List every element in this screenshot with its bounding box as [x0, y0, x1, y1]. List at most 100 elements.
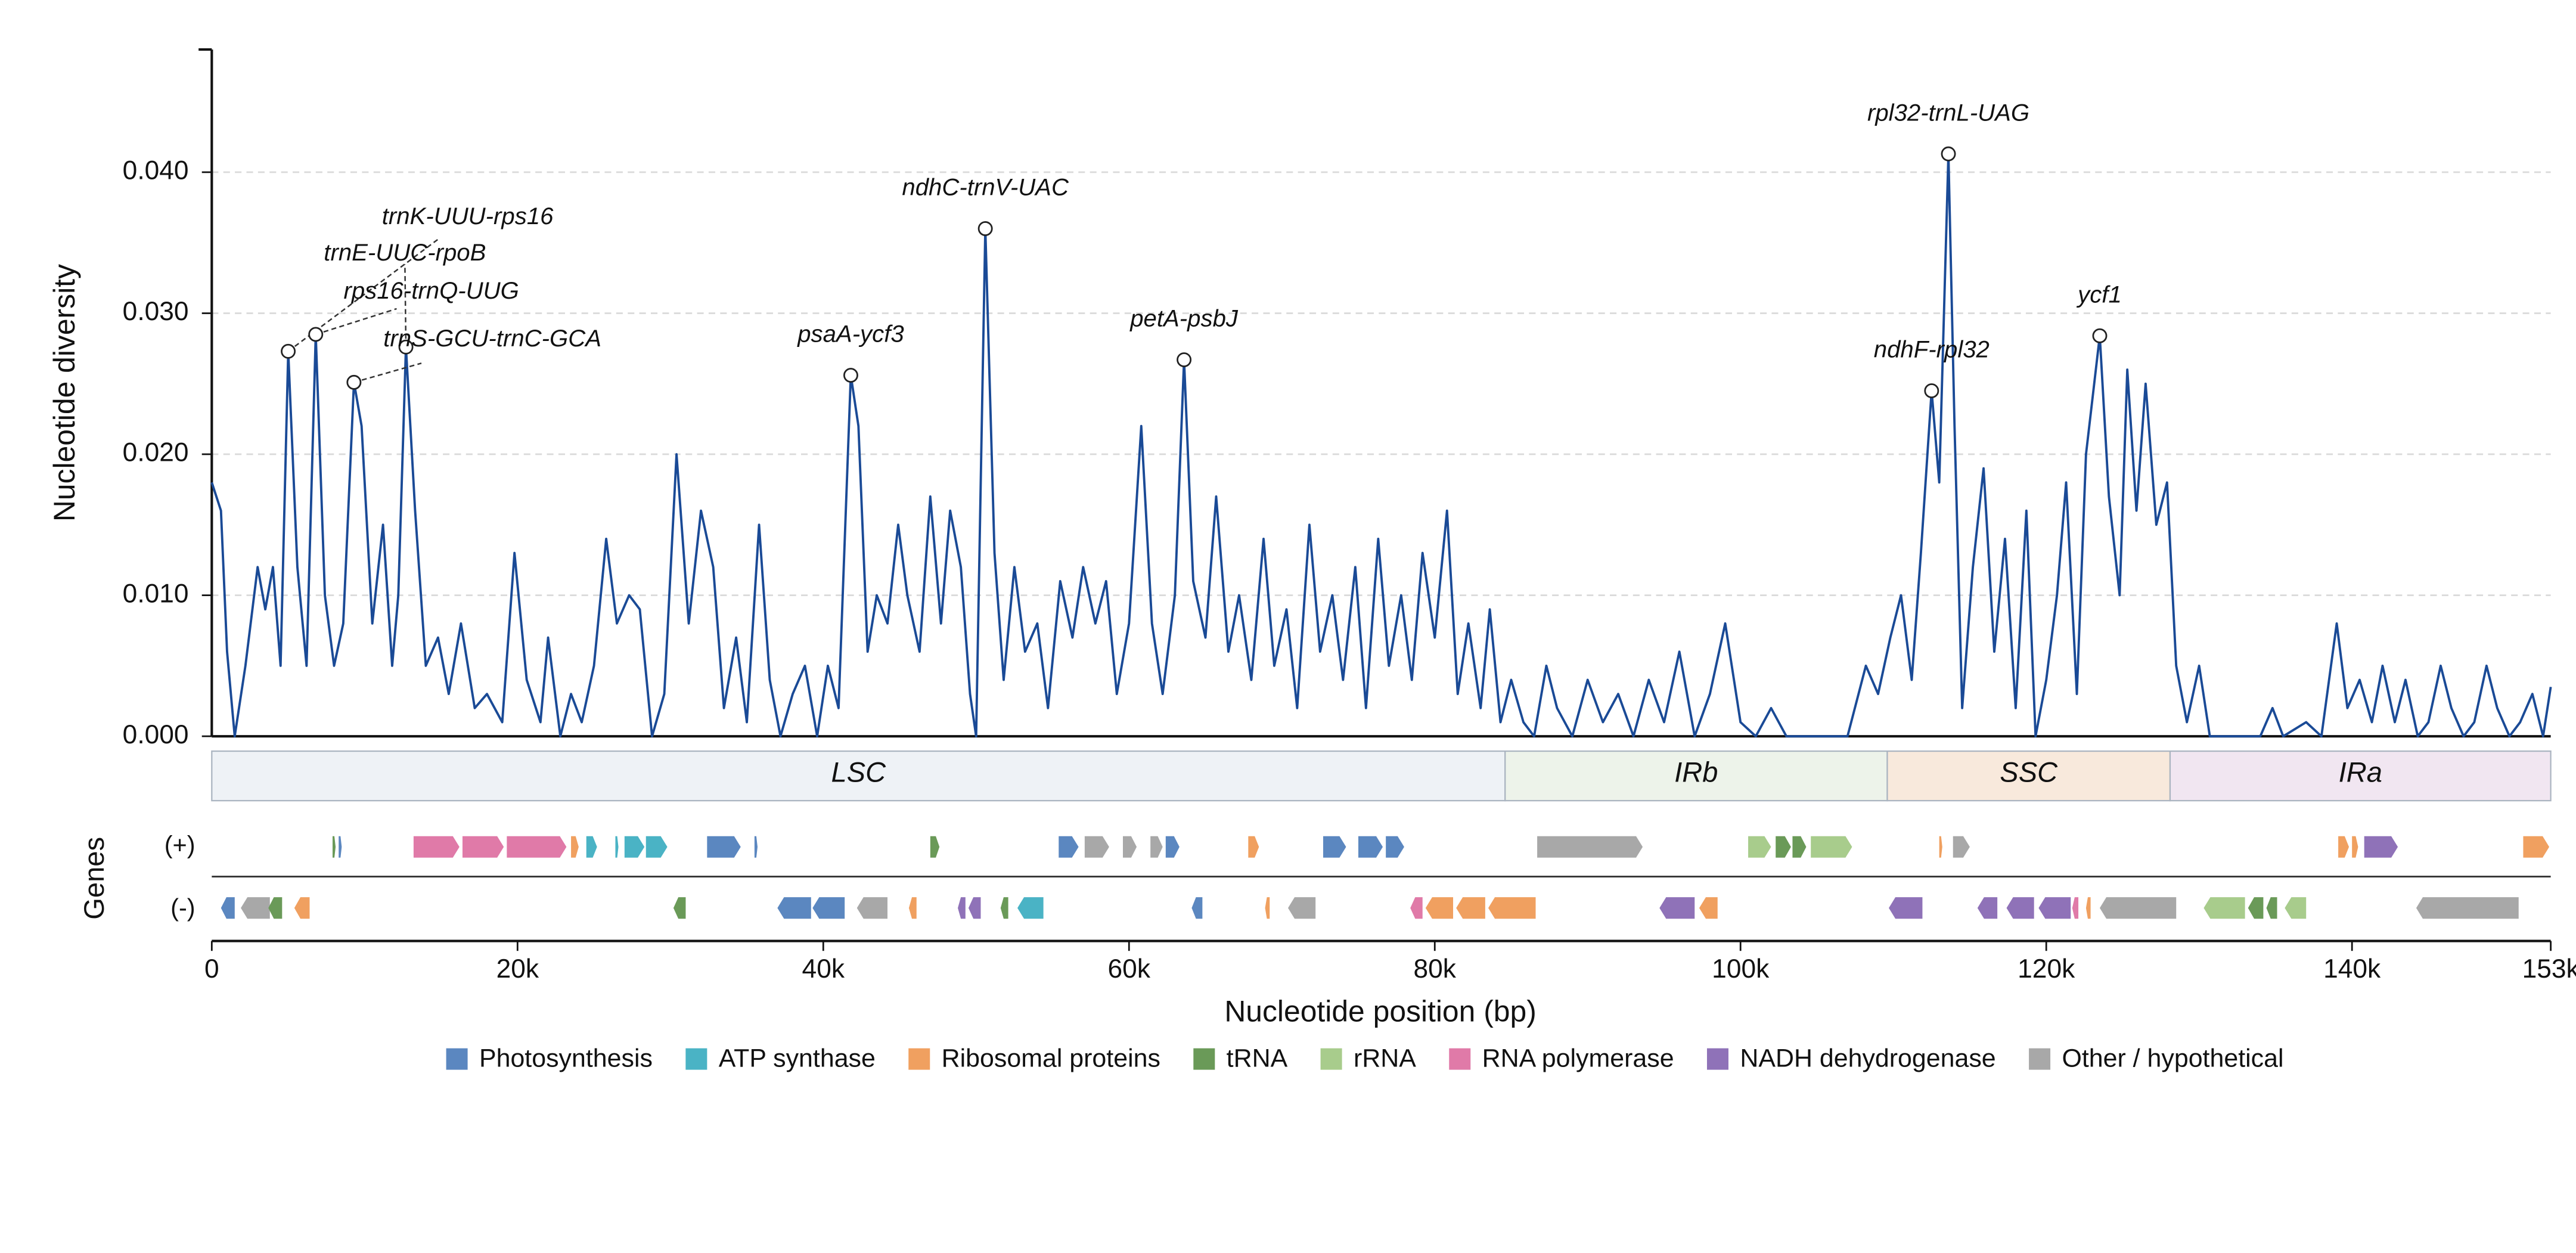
legend-label: tRNA — [1227, 1044, 1288, 1072]
x-tick-label: 140k — [2323, 954, 2381, 984]
legend-swatch — [685, 1048, 707, 1070]
gene — [777, 897, 811, 919]
legend-label: Ribosomal proteins — [942, 1044, 1160, 1072]
diversity-line — [210, 153, 2552, 738]
peak-marker — [281, 343, 296, 359]
x-tick-label: 80k — [1414, 954, 1457, 984]
legend-label: ATP synthase — [719, 1044, 876, 1072]
gene — [1811, 836, 1852, 858]
gene — [856, 897, 888, 919]
region-label: IRa — [2339, 756, 2382, 787]
peak-label: psaA-ycf3 — [797, 321, 904, 348]
region-label: LSC — [831, 756, 886, 787]
gene — [1165, 836, 1180, 858]
x-tick-label: 153k — [2522, 954, 2576, 984]
gene — [1000, 897, 1008, 919]
gene — [241, 897, 270, 919]
leader-line — [404, 264, 407, 348]
gene — [2085, 897, 2091, 919]
leader-line — [315, 308, 397, 336]
x-tick-label: 60k — [1108, 954, 1151, 984]
gene — [1488, 897, 1536, 919]
gene — [2523, 836, 2550, 858]
peak-marker — [2092, 328, 2108, 343]
region-label: SSC — [2000, 756, 2058, 787]
gene — [1059, 836, 1079, 858]
peak-label: trnS-GCU-trnC-GCA — [383, 325, 601, 352]
gene — [2416, 897, 2519, 919]
gene — [332, 836, 336, 858]
region-box — [2169, 750, 2552, 802]
peak-marker — [843, 368, 858, 383]
gene — [624, 836, 645, 858]
peak-label: petA-psbJ — [1129, 305, 1239, 332]
gene — [1776, 836, 1791, 858]
gene — [1659, 897, 1695, 919]
gene — [2352, 836, 2358, 858]
gene — [1123, 836, 1137, 858]
gene — [268, 897, 283, 919]
peak-marker — [398, 339, 414, 355]
y-tick-label: 0.000 — [123, 720, 189, 749]
y-tick-label: 0.010 — [123, 579, 189, 608]
peak-label: ndhC-trnV-UAC — [902, 174, 1069, 201]
gene — [294, 897, 310, 919]
x-axis-label: Nucleotide position (bp) — [1224, 995, 1537, 1028]
legend-swatch — [1706, 1048, 1728, 1070]
gene — [1265, 897, 1270, 919]
peak-label: ycf1 — [2076, 281, 2122, 308]
gene — [1537, 836, 1643, 858]
gene — [2266, 897, 2277, 919]
legend-label: rRNA — [1354, 1044, 1416, 1072]
gene — [1084, 836, 1109, 858]
y-tick-label: 0.040 — [123, 156, 189, 185]
leader-line — [287, 238, 439, 352]
y-tick-label: 0.030 — [123, 297, 189, 326]
gene — [1699, 897, 1718, 919]
y-tick-label: 0.020 — [123, 438, 189, 467]
gene — [339, 836, 342, 858]
peak-label: ndhF-rpl32 — [1874, 336, 1990, 363]
gene — [1323, 836, 1346, 858]
gene — [2072, 897, 2079, 919]
gene — [2038, 897, 2071, 919]
legend-swatch — [446, 1048, 468, 1070]
region-label: IRb — [1674, 756, 1718, 787]
x-tick-label: 100k — [1712, 954, 1770, 984]
y-axis-label: Nucleotide diversity — [48, 264, 81, 522]
gene — [571, 836, 579, 858]
region-box — [1886, 750, 2171, 802]
gene — [462, 836, 504, 858]
gene — [1288, 897, 1316, 919]
legend-label: Photosynthesis — [479, 1044, 653, 1072]
strand-label: (+) — [165, 831, 195, 859]
legend-swatch — [1320, 1048, 1342, 1070]
gene — [645, 836, 668, 858]
gene — [2285, 897, 2307, 919]
strand-label: (-) — [170, 894, 195, 922]
gene — [1358, 836, 1383, 858]
peak-marker — [1924, 383, 1939, 399]
gene — [615, 836, 619, 858]
legend-label: Other / hypothetical — [2062, 1044, 2283, 1072]
gene — [1748, 836, 1771, 858]
legend-label: NADH dehydrogenase — [1740, 1044, 1995, 1072]
legend-swatch — [1193, 1048, 1215, 1070]
gene — [1939, 836, 1942, 858]
gene — [221, 897, 235, 919]
peak-marker — [308, 327, 324, 342]
legend-swatch — [2029, 1048, 2051, 1070]
gene — [957, 897, 966, 919]
gene — [1792, 836, 1807, 858]
legend-label: RNA polymerase — [1482, 1044, 1674, 1072]
x-tick-label: 20k — [496, 954, 539, 984]
leader-line — [353, 362, 422, 383]
gene — [1977, 897, 1998, 919]
gene — [1017, 897, 1044, 919]
gene — [2248, 897, 2264, 919]
gene — [673, 897, 686, 919]
peak-label: rpl32-trnL-UAG — [1867, 99, 2029, 126]
gene — [812, 897, 845, 919]
